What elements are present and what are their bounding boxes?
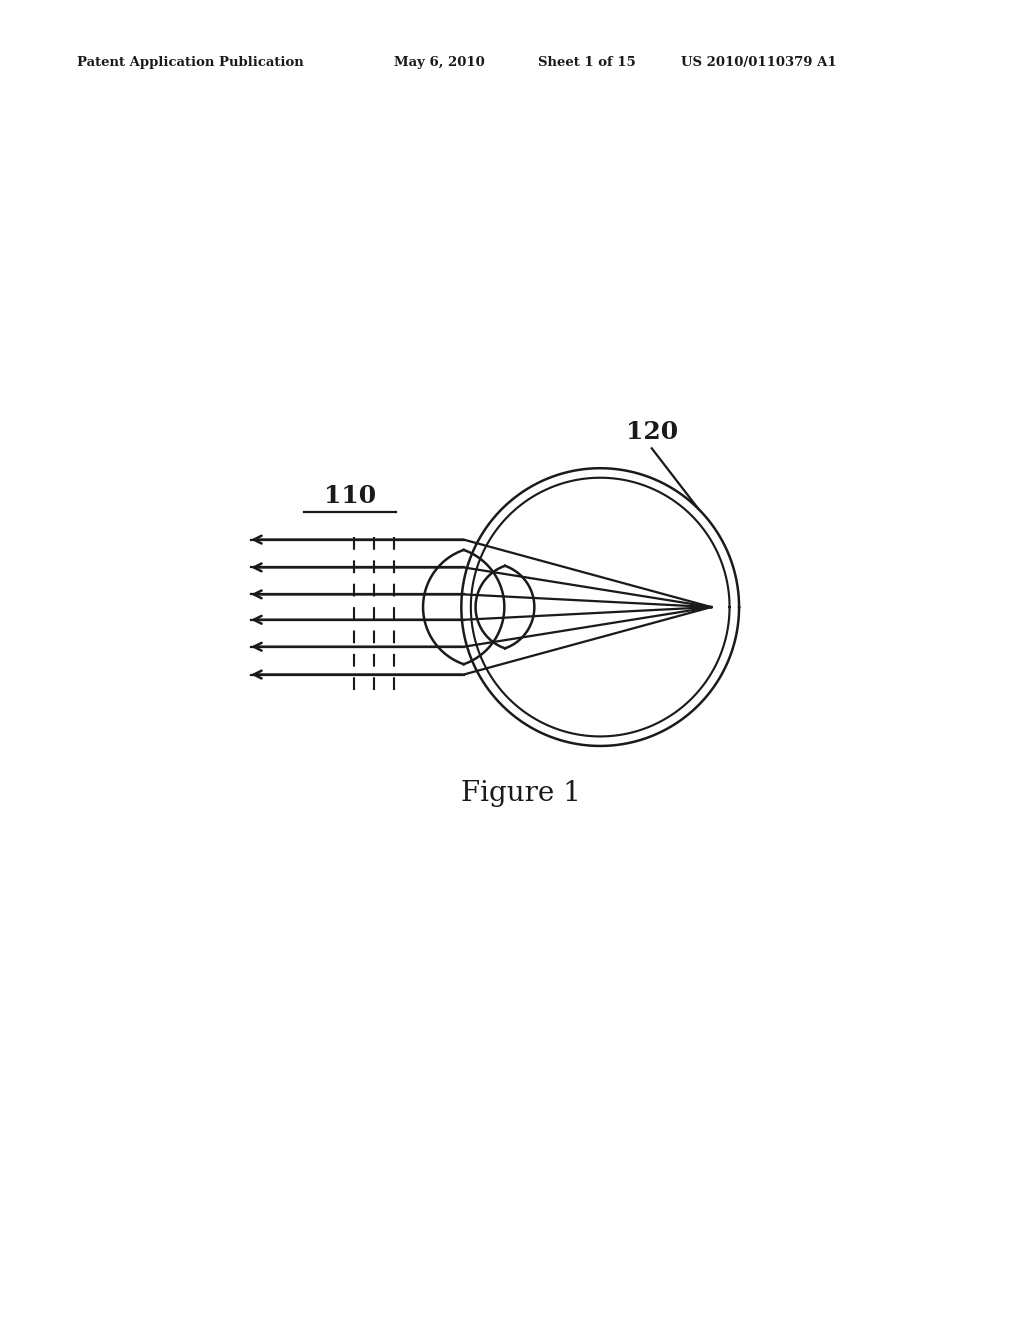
Text: Sheet 1 of 15: Sheet 1 of 15: [538, 55, 635, 69]
Text: US 2010/0110379 A1: US 2010/0110379 A1: [681, 55, 837, 69]
Text: 110: 110: [325, 484, 376, 508]
Text: Patent Application Publication: Patent Application Publication: [77, 55, 303, 69]
Text: May 6, 2010: May 6, 2010: [394, 55, 485, 69]
Text: Figure 1: Figure 1: [461, 780, 581, 807]
Text: 120: 120: [626, 420, 678, 445]
